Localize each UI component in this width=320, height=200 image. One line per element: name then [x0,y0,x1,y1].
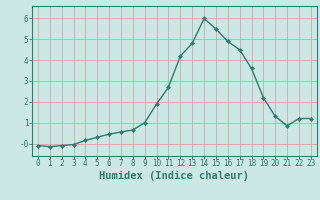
X-axis label: Humidex (Indice chaleur): Humidex (Indice chaleur) [100,171,249,181]
